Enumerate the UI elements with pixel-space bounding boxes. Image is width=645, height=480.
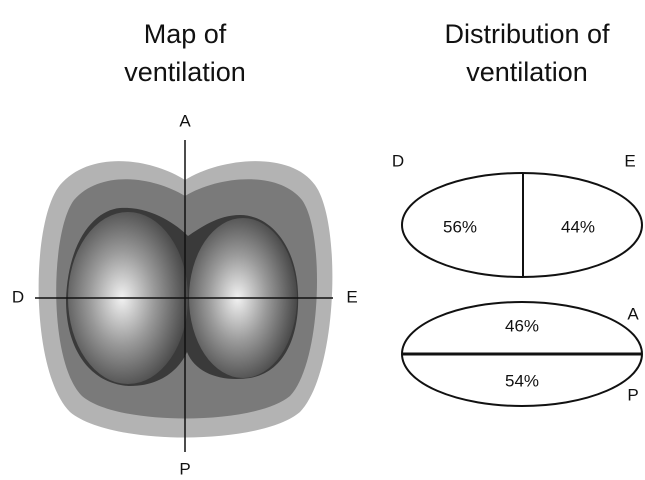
map-label: A [179,111,191,130]
vertical-value: 46% [505,316,539,335]
vertical-label: P [627,385,638,404]
lateral-label: E [624,151,635,170]
map-label: E [346,287,357,306]
map-title-line: Map of [144,19,227,49]
lateral-value: 56% [443,217,477,236]
distribution-title-line: ventilation [466,57,588,87]
distribution-title-line: Distribution of [444,19,610,49]
lateral-label: D [392,151,404,170]
ventilation-map [35,140,333,452]
map-label: P [179,459,190,478]
map-label: D [12,287,24,306]
lateral-value: 44% [561,217,595,236]
vertical-value: 54% [505,371,539,390]
map-title-line: ventilation [124,57,246,87]
vertical-label: A [627,304,639,323]
